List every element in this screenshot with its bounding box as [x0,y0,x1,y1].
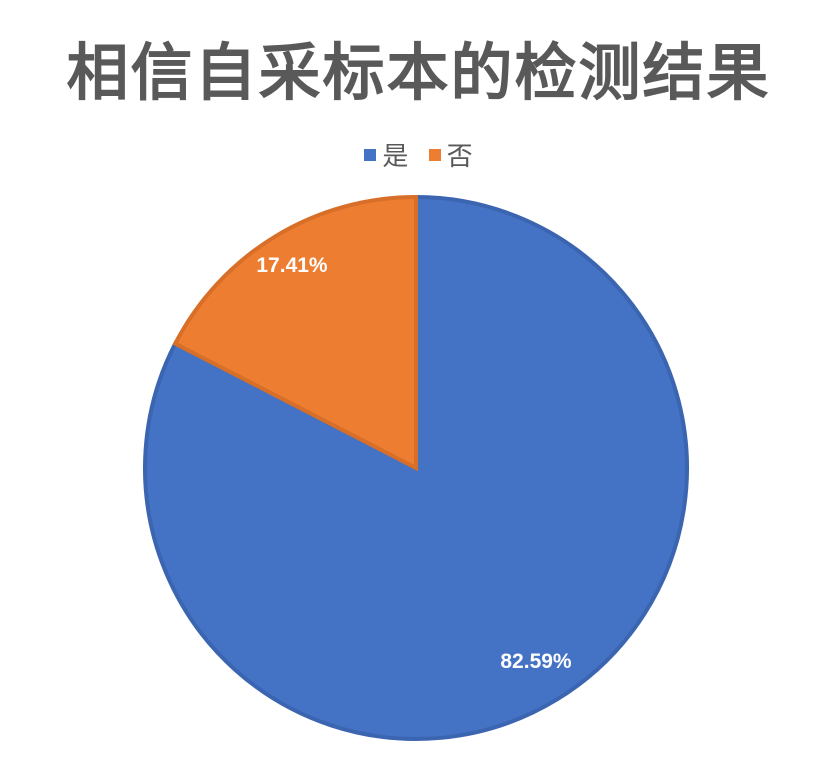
legend-item-no: 否 [428,136,473,173]
chart-title: 相信自采标本的检测结果 [66,36,771,109]
pie-slice-no [172,194,418,472]
legend-item-yes: 是 [364,136,408,173]
legend-swatch-yes [364,148,377,161]
data-label-no: 17.41% [256,254,328,277]
data-label-yes: 82.59% [500,650,572,673]
legend: 是 否 [0,136,837,173]
legend-label-no: 否 [446,142,473,172]
legend-label-yes: 是 [382,142,409,172]
legend-swatch-no [428,148,441,161]
